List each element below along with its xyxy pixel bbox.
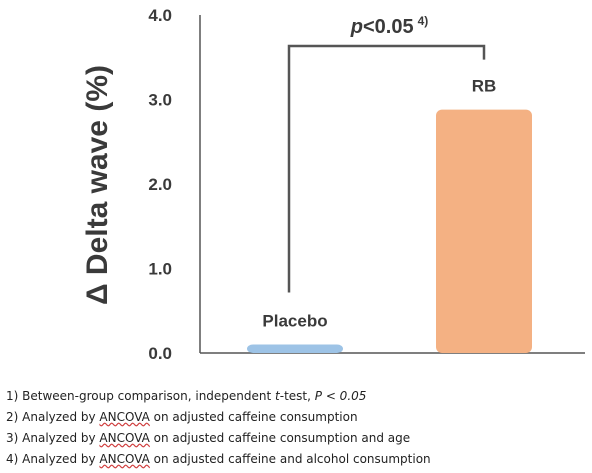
- bar-chart: Δ Delta wave (%) 0.0 1.0 2.0 3.0 4.0 Placebo…: [81, 6, 585, 363]
- bar-placebo: [247, 344, 343, 353]
- annotation-footnote-ref: 4): [418, 14, 429, 28]
- y-tick-label: 3.0: [148, 91, 172, 110]
- significance-annotation: p<0.05 4): [350, 14, 429, 38]
- p-letter: p: [350, 16, 363, 38]
- y-tick-label: 1.0: [148, 260, 172, 279]
- bar-rb: [436, 109, 532, 353]
- footnote-4: 4) Analyzed by ANCOVA on adjusted caffei…: [6, 452, 431, 466]
- significance-bracket: [287, 44, 486, 293]
- footnote-1: 1) Between-group comparison, independent…: [6, 389, 367, 403]
- y-axis-label: Δ Delta wave (%): [81, 65, 114, 305]
- footnote-2: 2) Analyzed by ANCOVA on adjusted caffei…: [6, 410, 358, 424]
- y-tick-label: 2.0: [148, 175, 172, 194]
- y-tick-label: 4.0: [148, 6, 172, 25]
- p-threshold: <0.05: [363, 16, 414, 38]
- y-tick-label: 0.0: [148, 344, 172, 363]
- footnote-3: 3) Analyzed by ANCOVA on adjusted caffei…: [6, 431, 411, 445]
- bar-label-rb: RB: [472, 77, 497, 96]
- bar-label-placebo: Placebo: [262, 312, 327, 331]
- footnotes: 1) Between-group comparison, independent…: [6, 386, 586, 470]
- bars: [247, 109, 532, 353]
- y-tick-labels: 0.0 1.0 2.0 3.0 4.0: [148, 6, 172, 363]
- bracket-line: [287, 44, 486, 293]
- bar-labels: Placebo RB: [262, 77, 496, 331]
